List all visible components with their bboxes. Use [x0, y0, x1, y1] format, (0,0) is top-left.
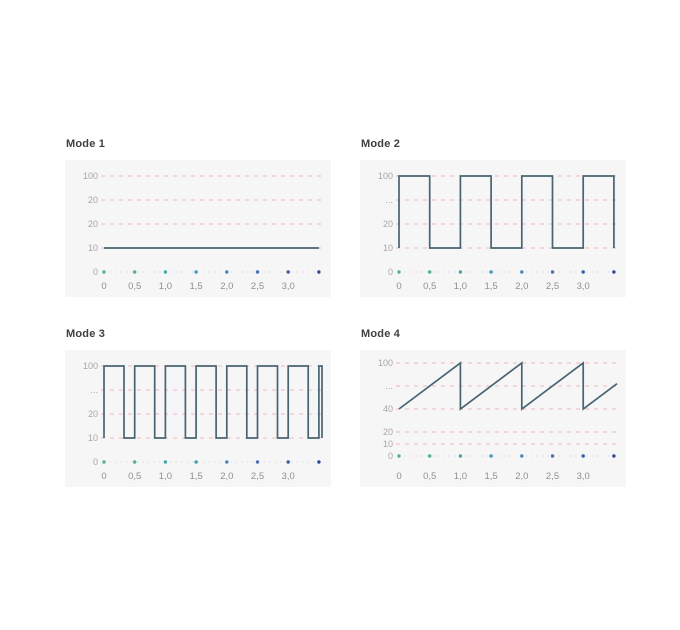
sample-dot	[612, 270, 616, 274]
sample-dot	[317, 270, 321, 274]
sample-dot	[194, 460, 198, 464]
y-tick-label: 0	[388, 451, 393, 461]
chart-title: Mode 1	[66, 138, 106, 150]
x-tick-label: 0	[396, 471, 401, 482]
x-tick-label: 1,5	[484, 471, 497, 482]
sample-dot	[520, 270, 524, 274]
y-tick-label: 100	[378, 358, 393, 368]
sample-dot	[133, 270, 137, 274]
y-tick-label: 20	[88, 195, 98, 205]
y-tick-label: 0	[93, 457, 98, 467]
x-tick-label: 1,5	[189, 281, 202, 292]
x-tick-label: 1,0	[454, 281, 467, 292]
sample-dot	[102, 460, 106, 464]
y-tick-label: ...	[385, 195, 393, 205]
waveform-line	[398, 361, 618, 411]
sample-dot	[489, 270, 493, 274]
y-tick-label: 100	[83, 171, 98, 181]
x-tick-label: 1,5	[189, 471, 202, 482]
y-tick-label: 10	[88, 433, 98, 443]
x-tick-label: 1,0	[159, 281, 172, 292]
x-tick-label: 2,5	[251, 471, 264, 482]
x-tick-label: 1,5	[484, 281, 497, 292]
mode-2-panel: 100... 20 10 0 0 0,5 1,0 1,5 2,0 2,5 3,0	[360, 160, 626, 297]
sample-dot	[550, 454, 555, 458]
x-tick-label: 3,0	[282, 281, 295, 292]
chart-title: Mode 3	[66, 328, 106, 340]
sample-dot	[225, 460, 229, 464]
x-tick-label: 1,0	[454, 471, 467, 482]
y-tick-label: 20	[88, 219, 98, 229]
y-tick-label: ...	[90, 385, 98, 395]
sample-dot	[520, 454, 524, 458]
sample-dot	[225, 270, 229, 274]
sample-dot	[255, 270, 260, 274]
y-tick-label: 20	[383, 427, 393, 437]
y-tick-label: ...	[385, 381, 393, 391]
x-tick-label: 0,5	[423, 471, 436, 482]
x-tick-label: 2,5	[546, 281, 559, 292]
y-tick-label: 10	[88, 243, 98, 253]
waveform-line	[103, 365, 323, 439]
sample-dot	[163, 460, 168, 464]
sample-dot	[397, 270, 401, 274]
y-tick-label: 20	[88, 409, 98, 419]
x-tick-label: 2,5	[251, 281, 264, 292]
sample-dot	[458, 270, 463, 274]
sample-dot	[286, 270, 290, 274]
x-tick-label: 0,5	[128, 281, 141, 292]
y-tick-label: 20	[383, 219, 393, 229]
x-tick-label: 2,0	[220, 471, 233, 482]
y-tick-label: 100	[83, 361, 98, 371]
sample-dot	[194, 270, 198, 274]
mode-4-panel: 100... 40 20 10 0 0 0,5 1,0 1,5 2,0 2,5 3,0	[360, 350, 626, 487]
x-tick-label: 2,0	[515, 281, 528, 292]
sample-dot	[458, 454, 463, 458]
x-tick-label: 2,5	[546, 471, 559, 482]
y-tick-label: 100	[378, 171, 393, 181]
waveform-line	[398, 175, 615, 249]
x-tick-label: 3,0	[577, 471, 590, 482]
mode-3-panel: 100... 20 10 0 0 0,5 1,0 1,5 2,0 2,5 3,0	[65, 350, 331, 487]
y-tick-label: 10	[383, 243, 393, 253]
sample-dot	[581, 270, 585, 274]
sample-dot	[550, 270, 555, 274]
y-tick-label: 10	[383, 439, 393, 449]
x-tick-label: 0	[101, 281, 106, 292]
sample-dot	[428, 270, 432, 274]
sample-dot	[397, 454, 401, 458]
x-tick-label: 1,0	[159, 471, 172, 482]
mode-1-panel: 100 20 20 10 0 0 0,5 1,0 1,5 2,0 2,5 3,0	[65, 160, 331, 297]
sample-dot	[255, 460, 260, 464]
x-tick-label: 0,5	[423, 281, 436, 292]
sample-dot	[612, 454, 616, 458]
sample-dot	[102, 270, 106, 274]
x-tick-label: 3,0	[577, 281, 590, 292]
y-tick-label: 40	[383, 404, 393, 414]
sample-dot	[317, 460, 321, 464]
x-tick-label: 0,5	[128, 471, 141, 482]
sample-dot	[581, 454, 585, 458]
y-tick-label: 0	[388, 267, 393, 277]
x-tick-label: 3,0	[282, 471, 295, 482]
chart-title: Mode 2	[361, 138, 401, 150]
sample-dot	[286, 460, 290, 464]
x-tick-label: 2,0	[515, 471, 528, 482]
y-tick-label: 0	[93, 267, 98, 277]
x-tick-label: 0	[396, 281, 401, 292]
sample-dot	[489, 454, 493, 458]
x-tick-label: 2,0	[220, 281, 233, 292]
chart-title: Mode 4	[361, 328, 401, 340]
x-tick-label: 0	[101, 471, 106, 482]
sample-dot	[133, 460, 137, 464]
sample-dot	[163, 270, 168, 274]
sample-dot	[428, 454, 432, 458]
